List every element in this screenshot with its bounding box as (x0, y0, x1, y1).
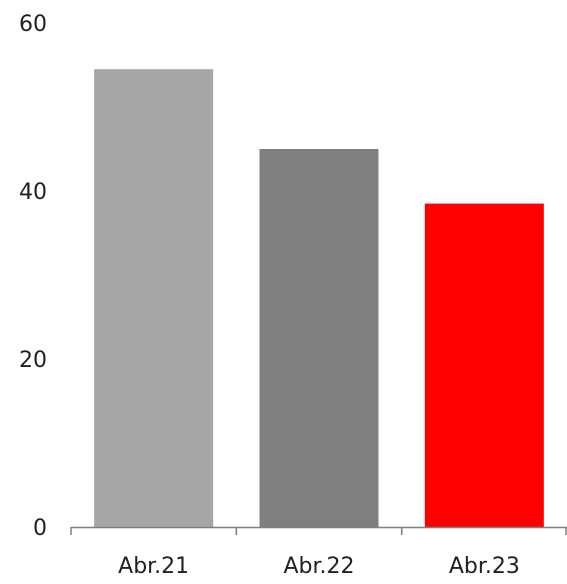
x-category-label: Abr.21 (118, 554, 189, 579)
bars (94, 69, 544, 527)
y-axis-tick-labels: 0 20 40 60 (19, 12, 47, 541)
x-axis-category-labels: Abr.21 Abr.22 Abr.23 (118, 554, 520, 579)
bar-abr-23 (424, 203, 544, 527)
bar-abr-21 (94, 69, 214, 527)
y-tick-label: 40 (19, 180, 47, 205)
bar-abr-22 (259, 149, 379, 527)
y-tick-label: 20 (19, 348, 47, 373)
x-category-label: Abr.23 (449, 554, 520, 579)
x-category-label: Abr.22 (283, 554, 354, 579)
y-tick-label: 0 (33, 516, 47, 541)
x-axis (70, 526, 567, 535)
y-tick-label: 60 (19, 12, 47, 37)
